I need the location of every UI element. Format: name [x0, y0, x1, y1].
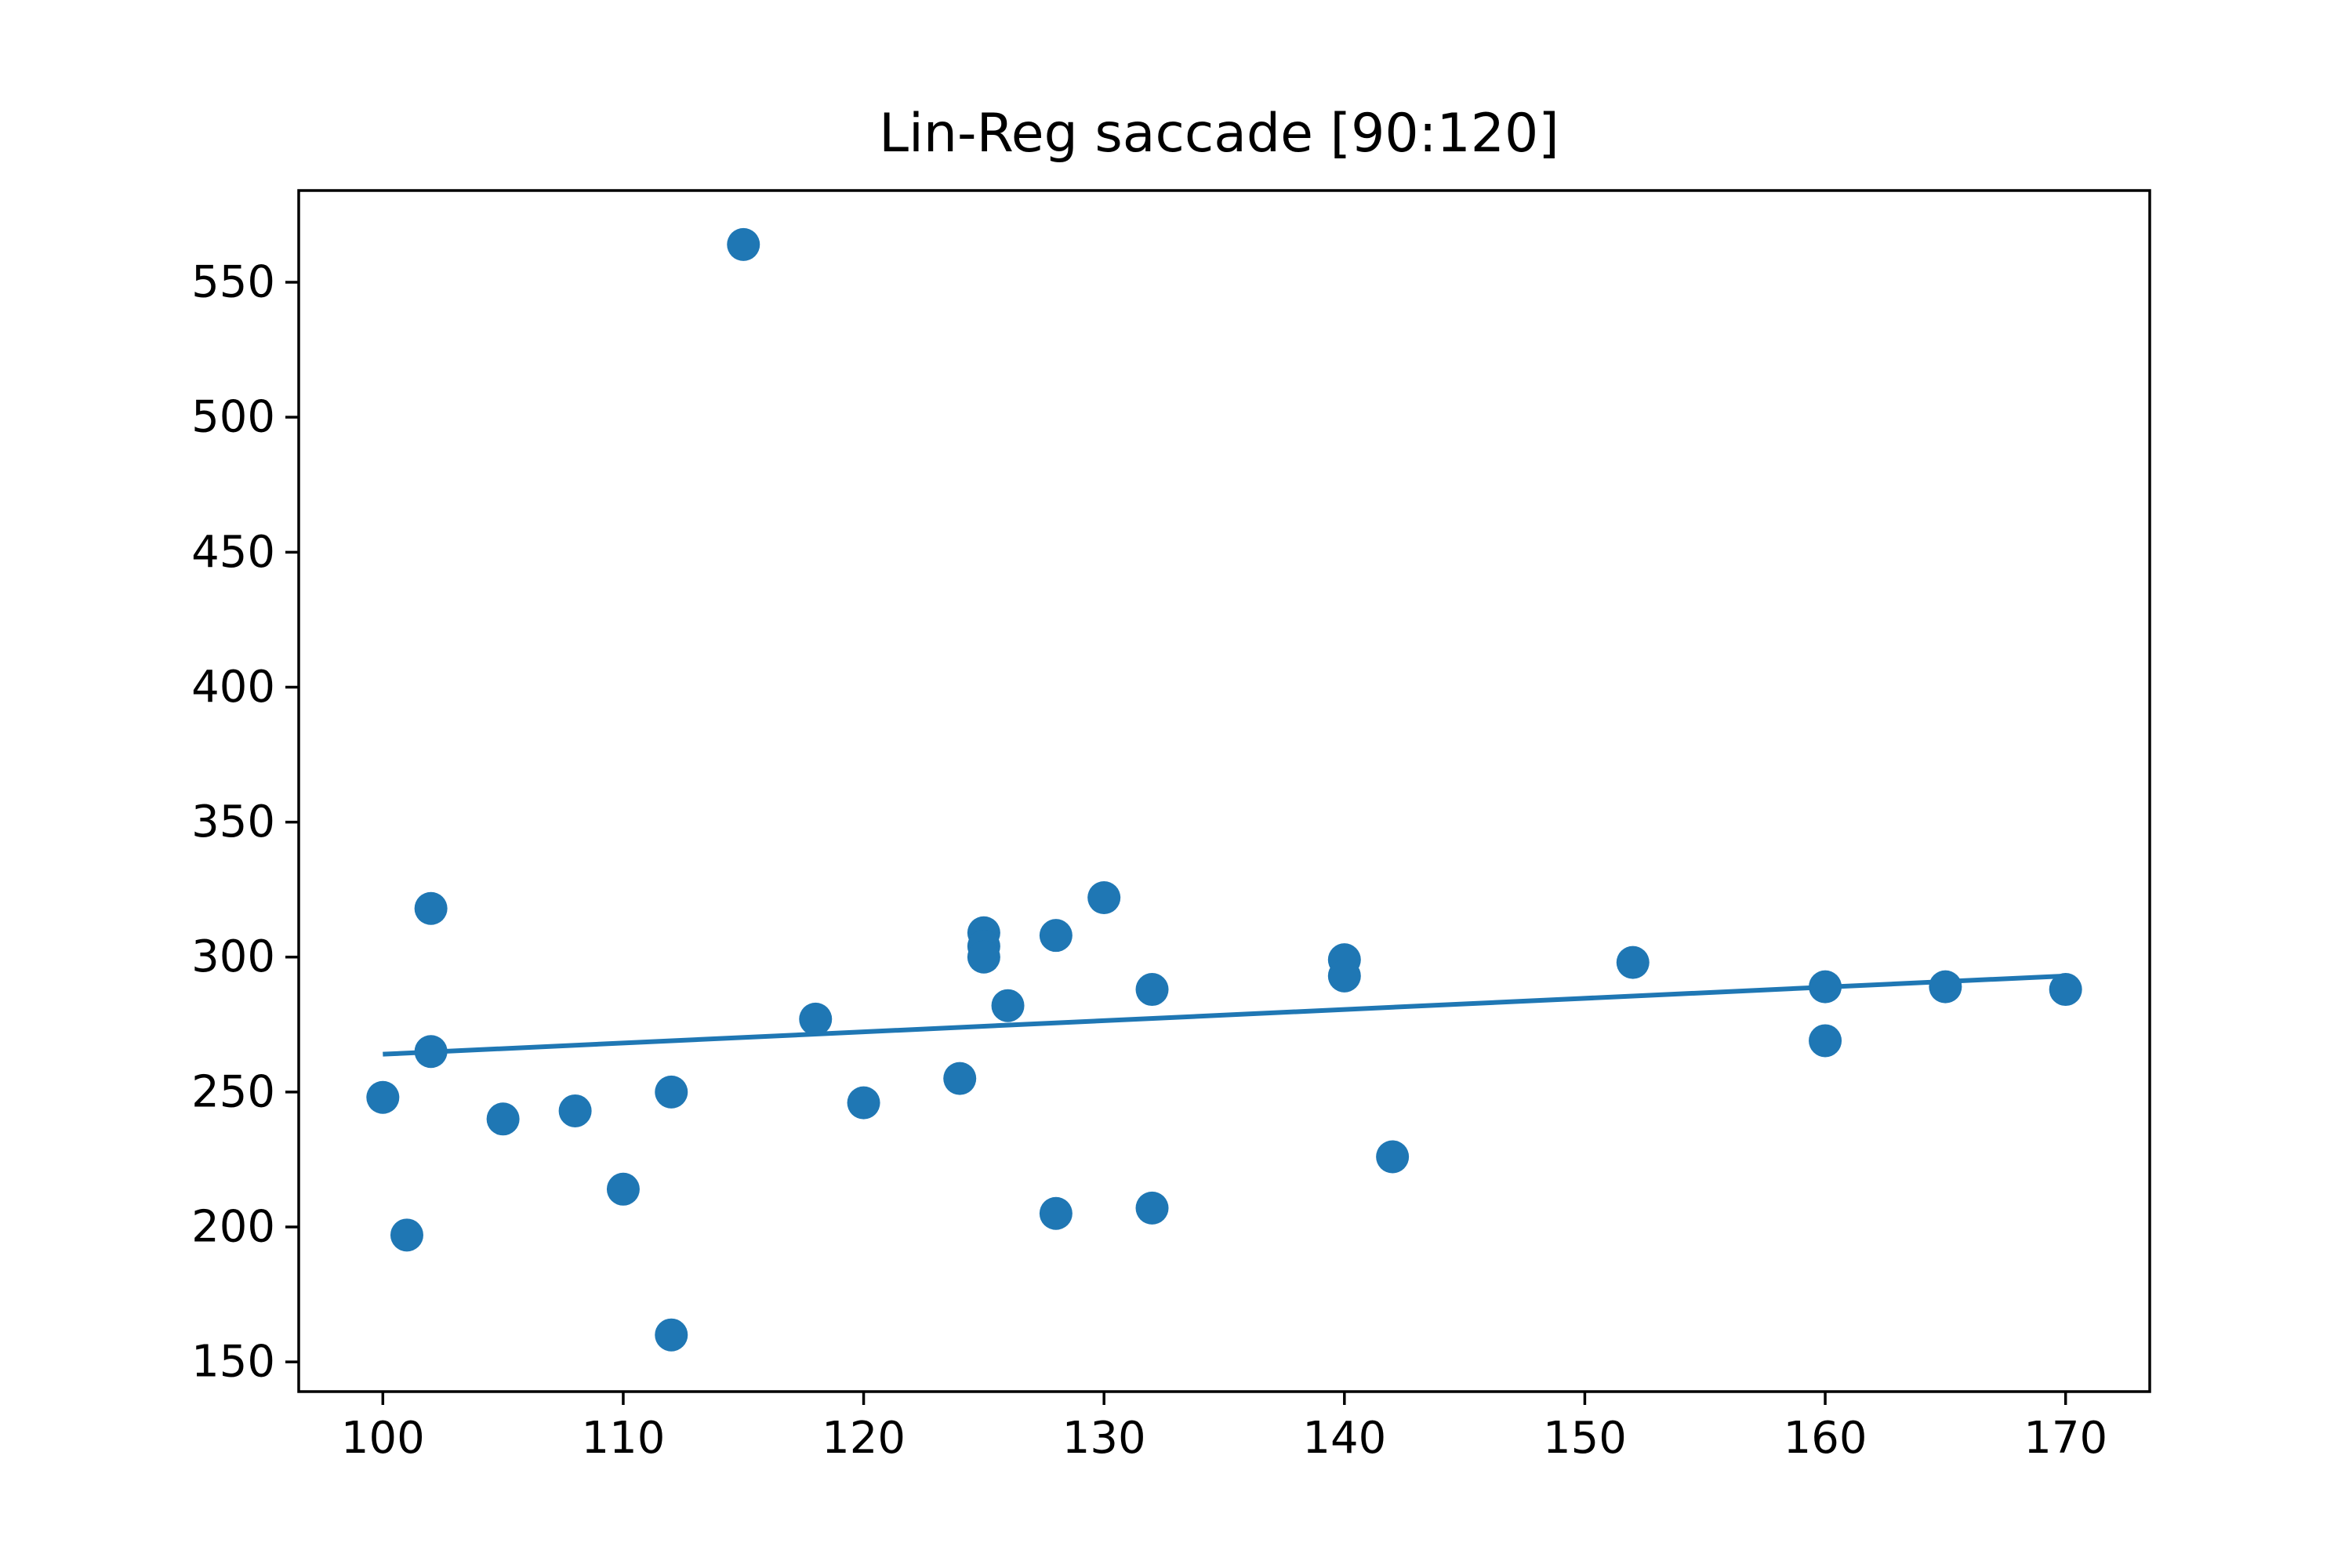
x-tick-label-140: 140	[1302, 1413, 1386, 1464]
scatter-point-19	[1087, 880, 1121, 914]
scatter-point-23	[1327, 959, 1361, 993]
x-tick-label-160: 160	[1784, 1413, 1867, 1464]
scatter-point-4	[486, 1102, 520, 1136]
scatter-point-18	[1039, 1196, 1073, 1230]
x-tick-label-150: 150	[1543, 1413, 1627, 1464]
scatter-point-27	[1809, 1024, 1842, 1058]
y-tick-label-550: 550	[191, 257, 275, 308]
scatter-point-24	[1376, 1140, 1410, 1174]
scatter-point-6	[606, 1172, 640, 1206]
y-tick-label-400: 400	[191, 662, 275, 713]
scatter-point-29	[2049, 973, 2082, 1007]
scatter-point-17	[1039, 919, 1073, 953]
plot-frame	[297, 189, 2151, 1393]
y-tick-label-300: 300	[191, 931, 275, 982]
scatter-point-8	[655, 1318, 688, 1352]
scatter-point-11	[847, 1086, 880, 1120]
x-tick-label-110: 110	[581, 1413, 665, 1464]
y-tick-label-500: 500	[191, 392, 275, 443]
scatter-point-26	[1809, 970, 1842, 1004]
scatter-point-2	[414, 891, 448, 925]
y-tick-label-250: 250	[191, 1066, 275, 1117]
scatter-point-1	[390, 1218, 423, 1252]
scatter-point-25	[1616, 946, 1650, 979]
chart-title: Lin-Reg saccade [90:120]	[879, 103, 1559, 165]
scatter-point-0	[366, 1080, 400, 1114]
scatter-point-28	[1929, 970, 1962, 1004]
y-tick-label-200: 200	[191, 1201, 275, 1252]
axes: 100 110 120 130 140 150 160 170 150 200 250 300 350 4…	[191, 189, 2151, 1464]
scatter-point-20	[1135, 973, 1169, 1007]
scatter-point-21	[1135, 1191, 1169, 1225]
x-tick-label-130: 130	[1062, 1413, 1146, 1464]
scatter-point-9	[727, 227, 760, 261]
scatter-point-3	[414, 1035, 448, 1069]
scatter-point-5	[558, 1094, 592, 1127]
y-tick-label-350: 350	[191, 797, 275, 848]
plot-marks	[366, 227, 2082, 1352]
scatter-point-12	[943, 1062, 977, 1095]
y-tick-label-450: 450	[191, 527, 275, 578]
scatter-point-10	[799, 1002, 833, 1036]
x-tick-label-170: 170	[2024, 1413, 2107, 1464]
y-tick-label-150: 150	[191, 1337, 275, 1388]
scatter-point-16	[991, 989, 1025, 1022]
x-tick-label-120: 120	[822, 1413, 906, 1464]
scatter-point-7	[655, 1075, 688, 1109]
x-tick-label-100: 100	[341, 1413, 425, 1464]
scatter-point-15	[967, 940, 1000, 974]
regression-line	[383, 973, 2066, 1057]
